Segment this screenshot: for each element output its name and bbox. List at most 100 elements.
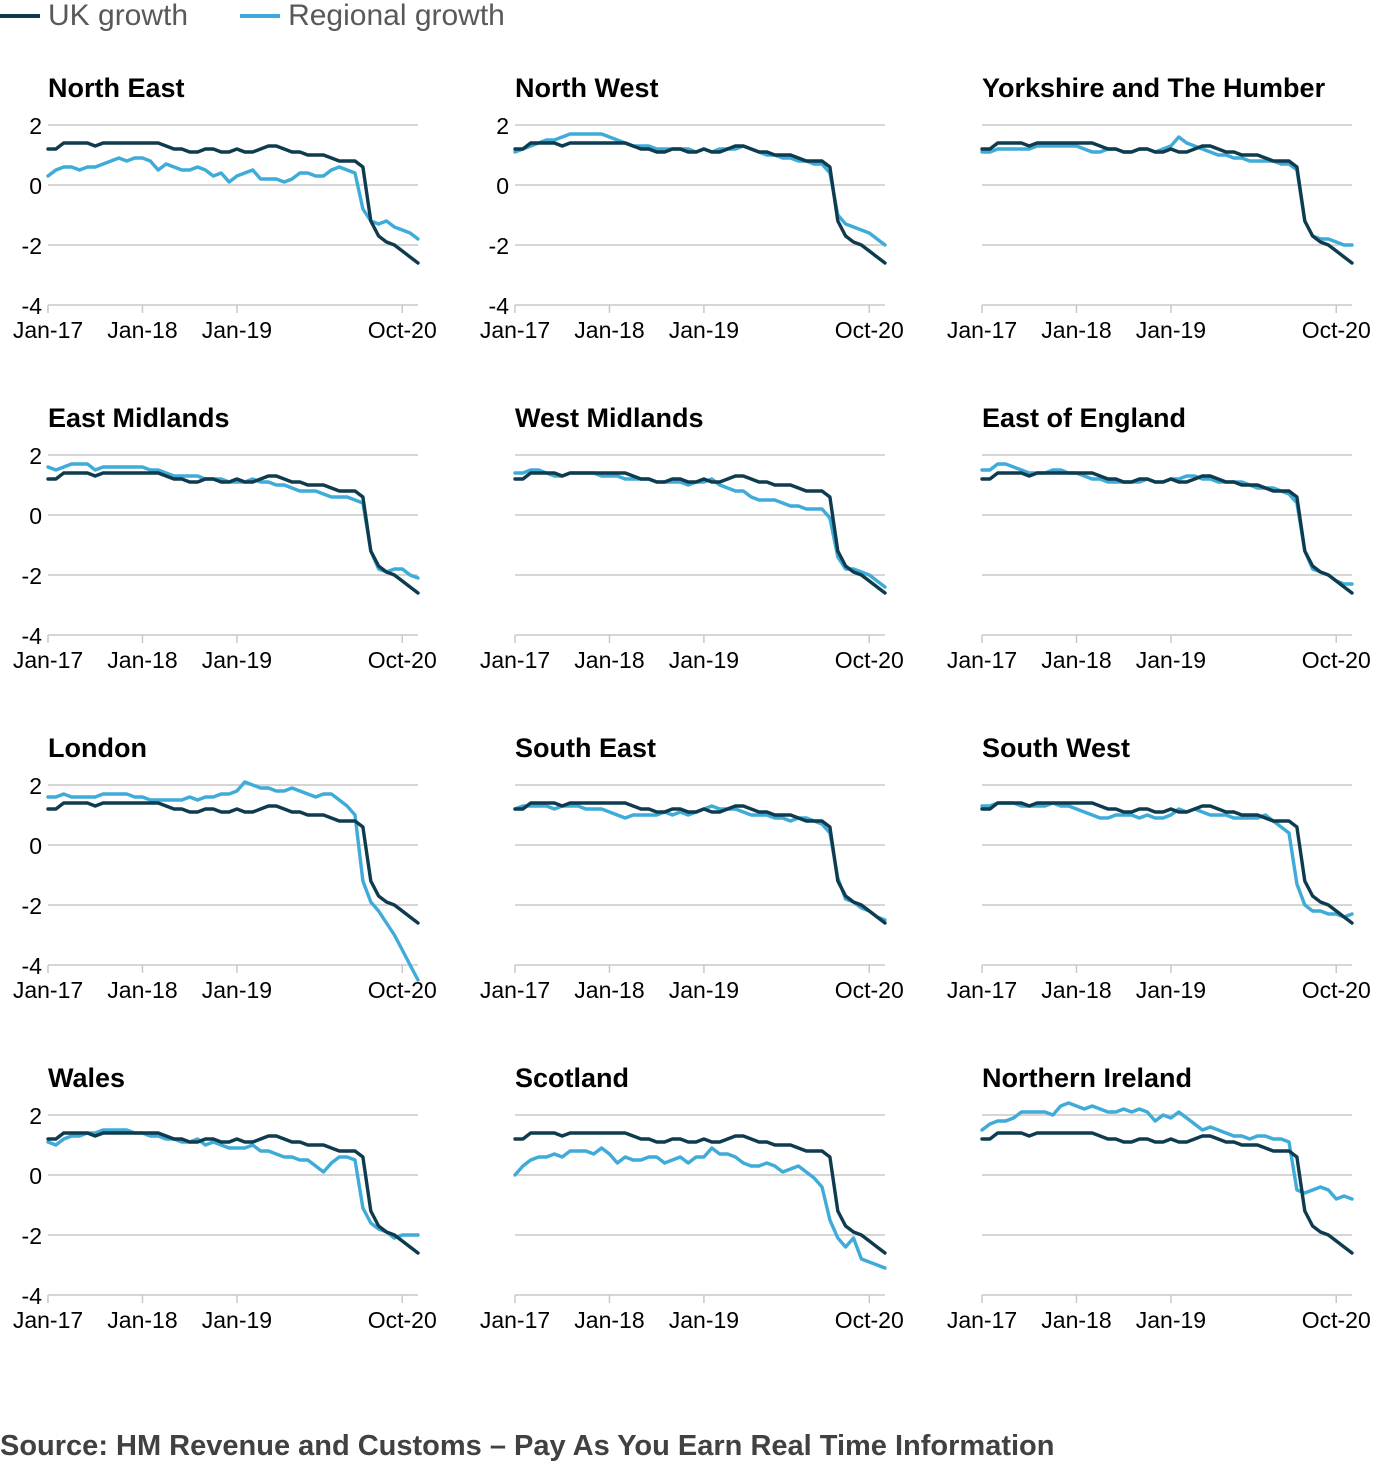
- chart-panel: Northern Ireland Jan-17 Jan-18 Jan-19 Oct-20: [947, 1063, 1371, 1333]
- series-line-uk: [980, 141, 1354, 265]
- panel-title: East of England: [982, 403, 1186, 433]
- series-line-uk: [46, 801, 420, 925]
- source-note: Source: HM Revenue and Customs – Pay As …: [0, 1430, 1055, 1462]
- panel-title: London: [48, 733, 147, 763]
- x-tick-label: Jan-17: [480, 1307, 550, 1333]
- y-tick-label: 2: [496, 113, 509, 139]
- legend-swatch-regional: [240, 14, 281, 18]
- x-tick-label: Jan-18: [1041, 647, 1111, 673]
- x-tick-label: Jan-17: [947, 1307, 1017, 1333]
- series-line-regional: [980, 1101, 1354, 1201]
- x-tick-label: Jan-18: [107, 647, 177, 673]
- y-tick-label: 2: [29, 113, 42, 139]
- series-line-regional: [46, 156, 420, 241]
- x-tick-label: Jan-17: [947, 977, 1017, 1003]
- x-tick-label: Jan-19: [1136, 647, 1206, 673]
- x-tick-label: Jan-17: [480, 977, 550, 1003]
- legend-item-uk: UK growth: [0, 0, 188, 32]
- legend-swatch-uk: [0, 14, 40, 18]
- x-tick-label: Oct-20: [368, 977, 437, 1003]
- y-tick-label: -2: [22, 1223, 42, 1249]
- series-line-regional: [513, 1146, 887, 1270]
- x-tick-label: Jan-17: [947, 647, 1017, 673]
- x-tick-label: Jan-18: [574, 1307, 644, 1333]
- series-line-regional: [980, 801, 1354, 919]
- x-tick-label: Jan-19: [669, 977, 739, 1003]
- legend-item-regional: Regional growth: [240, 0, 505, 32]
- series-line-regional: [46, 780, 420, 982]
- series-line-regional: [513, 804, 887, 922]
- y-tick-label: 0: [29, 833, 42, 859]
- x-tick-label: Jan-17: [13, 317, 83, 343]
- x-tick-label: Jan-18: [107, 317, 177, 343]
- chart-panel: Yorkshire and The Humber Jan-17 Jan-18 Jan-…: [947, 73, 1371, 343]
- x-tick-label: Jan-18: [107, 977, 177, 1003]
- x-tick-label: Oct-20: [835, 1307, 904, 1333]
- y-tick-label: 0: [29, 1163, 42, 1189]
- y-tick-label: -4: [489, 293, 510, 319]
- x-tick-label: Jan-19: [202, 1307, 272, 1333]
- series-line-uk: [513, 801, 887, 925]
- x-tick-label: Jan-18: [574, 977, 644, 1003]
- x-tick-label: Jan-17: [13, 647, 83, 673]
- panel-title: South West: [982, 733, 1130, 763]
- x-tick-label: Jan-18: [1041, 317, 1111, 343]
- x-tick-label: Oct-20: [1302, 1307, 1371, 1333]
- series-line-uk: [46, 1131, 420, 1255]
- x-tick-label: Oct-20: [835, 977, 904, 1003]
- y-tick-label: -4: [22, 623, 43, 649]
- x-tick-label: Jan-19: [202, 317, 272, 343]
- x-tick-label: Jan-18: [574, 647, 644, 673]
- x-tick-label: Jan-19: [1136, 317, 1206, 343]
- y-tick-label: 2: [29, 443, 42, 469]
- x-tick-label: Oct-20: [1302, 977, 1371, 1003]
- series-line-uk: [46, 471, 420, 595]
- x-tick-label: Jan-17: [947, 317, 1017, 343]
- x-tick-label: Oct-20: [835, 317, 904, 343]
- x-tick-label: Jan-18: [574, 317, 644, 343]
- y-tick-label: -4: [22, 953, 43, 979]
- panel-title: South East: [515, 733, 656, 763]
- y-tick-label: -4: [22, 1283, 43, 1309]
- x-tick-label: Oct-20: [835, 647, 904, 673]
- y-tick-label: 2: [29, 1103, 42, 1129]
- x-tick-label: Oct-20: [368, 1307, 437, 1333]
- panel-title: Yorkshire and The Humber: [982, 73, 1326, 103]
- x-tick-label: Jan-19: [202, 647, 272, 673]
- y-tick-label: -2: [489, 233, 509, 259]
- y-tick-label: 0: [496, 173, 509, 199]
- panel-title: Northern Ireland: [982, 1063, 1192, 1093]
- x-tick-label: Oct-20: [368, 647, 437, 673]
- series-line-regional: [46, 1128, 420, 1240]
- series-line-uk: [980, 471, 1354, 595]
- x-tick-label: Jan-19: [669, 317, 739, 343]
- x-tick-label: Jan-18: [1041, 977, 1111, 1003]
- chart-panel: East of England Jan-17 Jan-18 Jan-19 Oct-20: [947, 403, 1371, 673]
- x-tick-label: Oct-20: [1302, 317, 1371, 343]
- x-tick-label: Jan-18: [107, 1307, 177, 1333]
- panel-title: West Midlands: [515, 403, 704, 433]
- series-line-uk: [46, 141, 420, 265]
- panel-title: Wales: [48, 1063, 125, 1093]
- x-tick-label: Jan-19: [669, 647, 739, 673]
- x-tick-label: Jan-18: [1041, 1307, 1111, 1333]
- x-tick-label: Jan-19: [1136, 1307, 1206, 1333]
- x-tick-label: Jan-17: [480, 647, 550, 673]
- y-tick-label: 2: [29, 773, 42, 799]
- legend-label-uk: UK growth: [48, 0, 189, 32]
- chart-panel: West Midlands Jan-17 Jan-18 Jan-19 Oct-20: [480, 403, 904, 673]
- x-tick-label: Jan-19: [669, 1307, 739, 1333]
- y-tick-label: 0: [29, 173, 42, 199]
- x-tick-label: Jan-17: [13, 1307, 83, 1333]
- y-tick-label: 0: [29, 503, 42, 529]
- y-tick-label: -2: [22, 233, 42, 259]
- y-tick-label: -2: [22, 563, 42, 589]
- series-line-regional: [513, 468, 887, 589]
- x-tick-label: Oct-20: [368, 317, 437, 343]
- x-tick-label: Jan-17: [480, 317, 550, 343]
